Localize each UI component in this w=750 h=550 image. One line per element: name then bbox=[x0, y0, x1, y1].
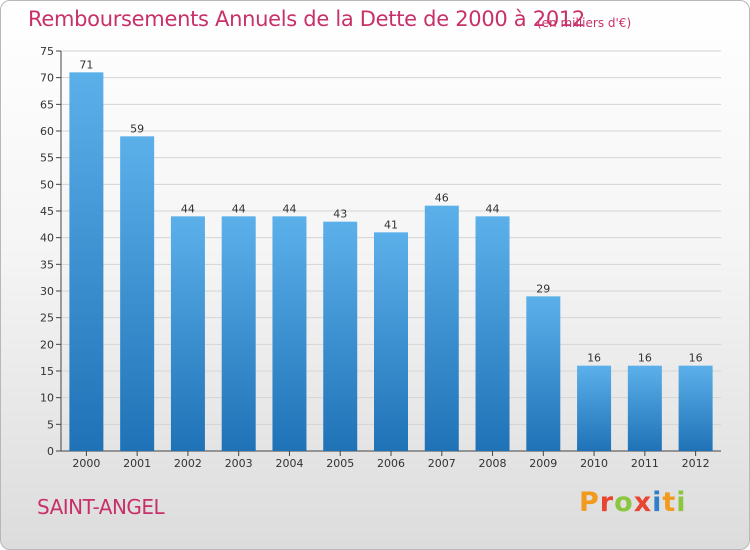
commune-name: SAINT-ANGEL bbox=[37, 495, 165, 519]
logo-letter: i bbox=[676, 487, 687, 518]
data-label: 59 bbox=[130, 122, 144, 135]
bar-2007[interactable] bbox=[424, 205, 459, 451]
chart-title: Remboursements Annuels de la Dette de 20… bbox=[28, 7, 585, 31]
logo-letter: t bbox=[662, 487, 677, 518]
x-tick-label: 2000 bbox=[72, 457, 100, 470]
y-tick-label: 35 bbox=[40, 258, 54, 271]
y-tick-label: 70 bbox=[40, 72, 54, 85]
data-label: 71 bbox=[79, 58, 93, 71]
bar-2008[interactable] bbox=[475, 216, 510, 451]
y-tick-label: 5 bbox=[47, 418, 54, 431]
data-label: 16 bbox=[638, 352, 652, 365]
labels: 0 5 10 15 20 25 30 35 40 45 50 55 60 65 70 75 2000 71 2001… bbox=[40, 45, 710, 470]
bars bbox=[69, 72, 713, 452]
chart-unit-label: (en milliers d'€) bbox=[537, 16, 632, 30]
x-tick-label: 2009 bbox=[529, 457, 557, 470]
data-label: 43 bbox=[333, 208, 347, 221]
data-label: 44 bbox=[486, 202, 500, 215]
data-label: 44 bbox=[181, 202, 195, 215]
bar-2000[interactable] bbox=[69, 72, 104, 451]
x-tick-label: 2005 bbox=[326, 457, 354, 470]
data-label: 44 bbox=[232, 202, 246, 215]
y-tick-label: 20 bbox=[40, 338, 54, 351]
x-tick-label: 2006 bbox=[377, 457, 405, 470]
y-tick-label: 75 bbox=[40, 45, 54, 58]
logo-letter: o bbox=[614, 487, 634, 518]
y-tick-label: 30 bbox=[40, 285, 54, 298]
bar-2010[interactable] bbox=[577, 365, 612, 451]
y-tick-label: 65 bbox=[40, 98, 54, 111]
x-tick-label: 2004 bbox=[275, 457, 303, 470]
proxiti-logo[interactable]: Proxiti bbox=[579, 487, 687, 518]
bar-2006[interactable] bbox=[374, 232, 408, 451]
data-label: 41 bbox=[384, 218, 398, 231]
y-tick-label: 45 bbox=[40, 205, 54, 218]
data-label: 46 bbox=[435, 192, 449, 205]
logo-letter: P bbox=[579, 487, 600, 518]
bar-2003[interactable] bbox=[221, 216, 256, 451]
logo-letter: x bbox=[633, 487, 653, 518]
logo-letter: i bbox=[652, 487, 663, 518]
data-label: 16 bbox=[587, 352, 601, 365]
bar-2001[interactable] bbox=[120, 136, 155, 452]
logo-letter: r bbox=[599, 487, 615, 518]
x-tick-label: 2011 bbox=[631, 457, 659, 470]
y-tick-label: 25 bbox=[40, 312, 54, 325]
x-tick-label: 2010 bbox=[580, 457, 608, 470]
y-tick-label: 55 bbox=[40, 152, 54, 165]
x-tick-label: 2002 bbox=[174, 457, 202, 470]
y-tick-label: 10 bbox=[40, 392, 54, 405]
bar-2004[interactable] bbox=[272, 216, 307, 451]
bar-2011[interactable] bbox=[627, 365, 662, 451]
x-tick-label: 2007 bbox=[428, 457, 456, 470]
x-tick-label: 2001 bbox=[123, 457, 151, 470]
data-label: 29 bbox=[536, 282, 550, 295]
bar-2009[interactable] bbox=[526, 296, 561, 451]
y-tick-label: 15 bbox=[40, 365, 54, 378]
data-label: 16 bbox=[689, 352, 703, 365]
y-tick-label: 0 bbox=[47, 445, 54, 458]
x-tick-label: 2003 bbox=[225, 457, 253, 470]
data-label: 44 bbox=[282, 202, 296, 215]
bar-2002[interactable] bbox=[170, 216, 205, 451]
y-tick-label: 40 bbox=[40, 232, 54, 245]
y-tick-label: 50 bbox=[40, 178, 54, 191]
x-tick-label: 2012 bbox=[682, 457, 710, 470]
x-tick-label: 2008 bbox=[479, 457, 507, 470]
bar-2005[interactable] bbox=[323, 221, 358, 451]
bar-2012[interactable] bbox=[678, 365, 713, 451]
y-tick-label: 60 bbox=[40, 125, 54, 138]
